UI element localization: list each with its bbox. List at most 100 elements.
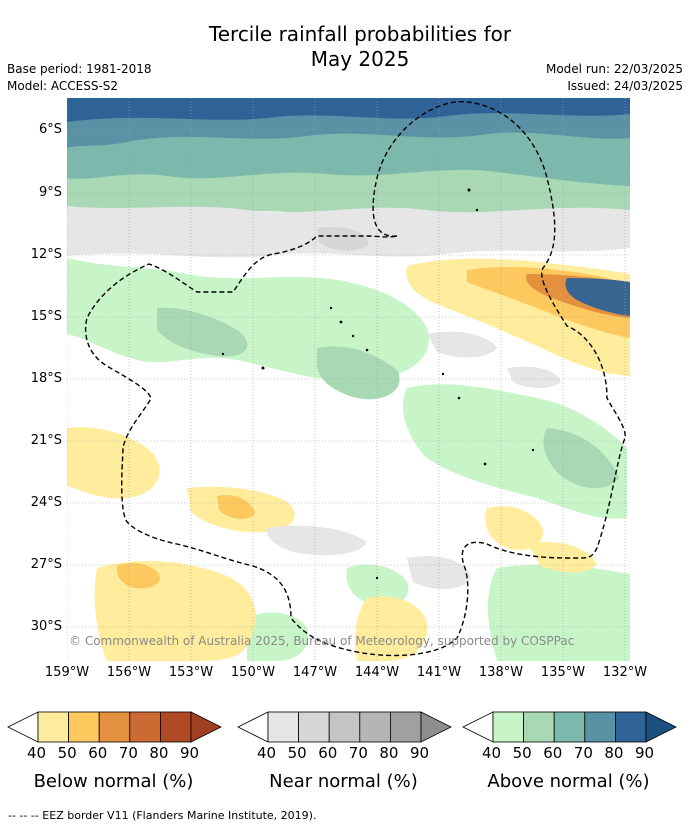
island-markers (221, 188, 535, 580)
above-normal-region-east (403, 384, 627, 519)
lat-label-15s: 15°S (30, 309, 62, 324)
above-normal-region-south (487, 564, 630, 661)
below-normal-region-southwest-mid (116, 563, 160, 589)
near-normal-patch-1 (427, 331, 497, 358)
above-normal-region-southcentral (346, 564, 409, 607)
colorbar-tick-label: 90 (635, 744, 655, 762)
lon-label-147w: 147°W (292, 665, 338, 680)
lon-label-159w: 159°W (44, 665, 90, 680)
colorbar-segment (298, 711, 330, 743)
colorbar-tick-label: 70 (348, 744, 368, 762)
colorbar-segment (359, 711, 391, 743)
colorbar-1 (237, 711, 452, 743)
colorbar-0 (7, 711, 222, 743)
above-normal-region-east-dark (543, 428, 619, 489)
lat-label-6s: 6°S (38, 122, 62, 137)
island (441, 372, 445, 376)
lat-label-27s: 27°S (30, 557, 62, 572)
colorbar-segment (267, 711, 300, 743)
colorbar-title: Near normal (%) (269, 771, 418, 792)
colorbar-tick-label: 50 (287, 744, 307, 762)
lat-label-9s: 9°S (38, 185, 62, 200)
island (457, 396, 461, 400)
below-normal-region-south-central (355, 596, 428, 661)
island (261, 366, 265, 370)
below-normal-region-west (67, 427, 160, 499)
colorbar-segment (492, 711, 525, 743)
colorbar-tick-label: 40 (482, 744, 502, 762)
map-title: Tercile rainfall probabilities for May 2… (150, 22, 570, 72)
above-normal-region-north-darkest (67, 98, 630, 122)
lon-label-141w: 141°W (416, 665, 462, 680)
colorbar-tick-label: 50 (512, 744, 532, 762)
base-period: Base period: 1981-2018 (7, 62, 152, 76)
colorbar-tick-label: 60 (318, 744, 338, 762)
eez-borders (84, 101, 626, 657)
lon-label-135w: 135°W (540, 665, 586, 680)
map-canvas (67, 98, 630, 661)
lon-label-138w: 138°W (478, 665, 524, 680)
lat-label-12s: 12°S (30, 247, 62, 262)
colorbar-tick-label: 80 (149, 744, 169, 762)
colorbar-max-extension (190, 711, 222, 743)
model-run: Model run: 22/03/2025 (545, 62, 683, 76)
issued-date: Issued: 24/03/2025 (567, 79, 683, 93)
colorbar-min-extension (462, 711, 494, 743)
colorbar-tick-label: 40 (27, 744, 47, 762)
grid-lines (67, 98, 630, 661)
colorbar-segment (389, 711, 422, 743)
above-normal-region-southwest (247, 612, 309, 661)
lon-label-132w: 132°W (602, 665, 648, 680)
colorbar-segment (129, 711, 161, 743)
colorbar-title: Below normal (%) (33, 771, 194, 792)
colorbar-segment (159, 711, 192, 743)
colorbar-segment (523, 711, 555, 743)
island (365, 348, 369, 352)
lon-label-150w: 150°W (230, 665, 276, 680)
lat-label-24s: 24°S (30, 495, 62, 510)
colorbar-tick-label: 60 (88, 744, 108, 762)
colorbar-tick-label: 90 (410, 744, 430, 762)
colorbar-max-extension (420, 711, 452, 743)
colorbar-tick-label: 90 (180, 744, 200, 762)
colorbar-segment (68, 711, 100, 743)
colorbar-tick-label: 80 (604, 744, 624, 762)
colorbar-tick-label: 50 (57, 744, 77, 762)
below-normal-region-central-mid (217, 495, 255, 519)
lon-label-144w: 144°W (354, 665, 400, 680)
colorbar-tick-label: 70 (118, 744, 138, 762)
credit-text: © Commonwealth of Australia 2025, Bureau… (69, 634, 575, 648)
colorbar-2 (462, 711, 677, 743)
island (221, 352, 225, 356)
above-normal-region-central-dark-2 (317, 346, 400, 400)
colorbar-segment (553, 711, 586, 743)
island (531, 448, 535, 452)
island (375, 576, 379, 580)
colorbar-max-extension (645, 711, 677, 743)
lon-label-153w: 153°W (168, 665, 214, 680)
island (339, 320, 343, 324)
below-normal-region-east-peak (565, 278, 630, 316)
near-normal-patch-2 (266, 525, 367, 556)
colorbar-segment (328, 711, 361, 743)
model-name: Model: ACCESS-S2 (7, 79, 119, 93)
lat-label-18s: 18°S (30, 371, 62, 386)
below-normal-region-se (485, 506, 544, 550)
colorbar-segment (37, 711, 70, 743)
lat-label-21s: 21°S (30, 433, 62, 448)
colorbar-segment (614, 711, 647, 743)
colorbar-segment (98, 711, 131, 743)
eez-footnote: -- -- -- EEZ border V11 (Flanders Marine… (8, 809, 317, 822)
near-normal-patch-5 (317, 226, 369, 251)
island (483, 462, 487, 466)
lat-label-30s: 30°S (30, 619, 62, 634)
island (329, 306, 333, 310)
colorbar-tick-label: 60 (543, 744, 563, 762)
island (351, 334, 355, 338)
above-normal-region-central-dark (157, 307, 248, 357)
near-normal-patch-4 (507, 366, 561, 388)
title-line-1: Tercile rainfall probabilities for (208, 22, 512, 46)
title-line-2: May 2025 (310, 47, 410, 71)
island (475, 208, 479, 212)
probability-map: © Commonwealth of Australia 2025, Bureau… (67, 98, 630, 661)
